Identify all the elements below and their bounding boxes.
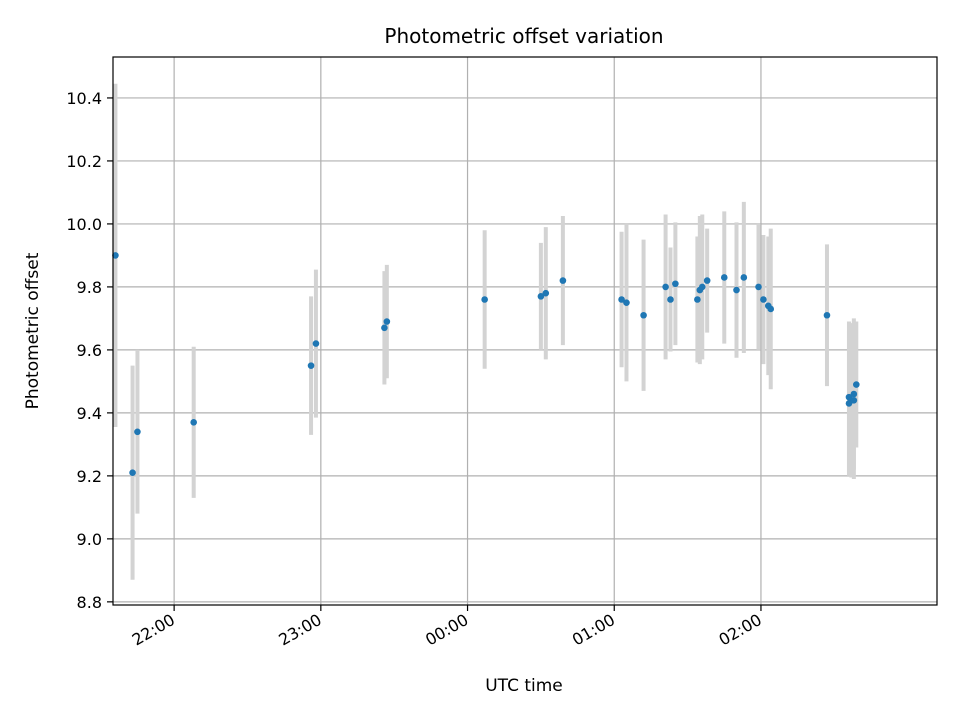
- data-point: [481, 296, 488, 303]
- y-tick-label: 10.2: [66, 152, 102, 171]
- y-axis-title: Photometric offset: [23, 252, 43, 409]
- data-point: [733, 286, 740, 294]
- data-point: [755, 283, 762, 291]
- y-axis-ticks: 8.8 9.0 9.2 9.4 9.6 9.8 10.0 10.2 10.4: [66, 89, 113, 612]
- x-axis-title: UTC time: [485, 676, 563, 696]
- data-point: [623, 299, 630, 306]
- data-point: [383, 318, 391, 325]
- grid-lines: [113, 57, 937, 605]
- y-tick-label: 9.8: [77, 278, 102, 297]
- y-tick-label: 9.6: [77, 341, 102, 360]
- x-tick-label: 01:00: [569, 610, 618, 650]
- error-bars: [113, 83, 859, 580]
- data-point: [559, 277, 567, 284]
- y-tick-label: 10.4: [66, 89, 102, 108]
- x-tick-label: 02:00: [716, 610, 765, 650]
- data-point: [312, 340, 320, 347]
- data-point: [381, 324, 388, 332]
- data-point: [760, 296, 767, 303]
- data-points: [112, 252, 860, 477]
- y-tick-label: 10.0: [66, 215, 102, 234]
- y-tick-label: 9.0: [77, 530, 102, 549]
- data-point: [694, 296, 701, 303]
- data-point: [662, 283, 669, 291]
- data-point: [667, 296, 674, 303]
- data-point: [850, 396, 858, 404]
- chart-title: Photometric offset variation: [384, 24, 663, 48]
- data-point: [112, 252, 119, 259]
- plot-area-frame: [112, 56, 938, 606]
- data-point: [850, 390, 858, 398]
- data-point: [640, 311, 647, 319]
- data-point: [134, 428, 141, 436]
- data-point: [190, 419, 197, 426]
- x-axis-ticks: 22:00 23:00 00:00 01:00 02:00: [129, 605, 765, 650]
- data-point: [672, 280, 679, 288]
- data-point: [767, 305, 775, 313]
- data-point: [618, 296, 625, 303]
- x-tick-label: 00:00: [422, 610, 471, 650]
- y-tick-label: 9.2: [77, 467, 102, 486]
- x-tick-label: 23:00: [275, 610, 324, 650]
- data-point: [720, 274, 728, 281]
- data-point: [307, 362, 315, 369]
- y-tick-label: 9.4: [77, 404, 102, 423]
- data-point: [542, 289, 550, 297]
- data-point: [129, 469, 136, 477]
- data-point: [537, 293, 545, 300]
- x-tick-label: 22:00: [129, 610, 178, 650]
- data-point: [698, 283, 706, 291]
- data-point: [703, 277, 711, 284]
- y-tick-label: 8.8: [77, 593, 102, 612]
- data-point: [853, 381, 860, 388]
- data-point: [740, 274, 748, 281]
- data-point: [823, 311, 831, 319]
